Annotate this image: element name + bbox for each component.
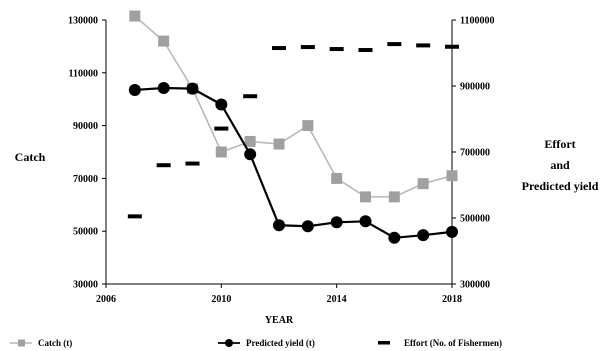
y-tick-label: 130000: [68, 16, 98, 27]
y2-axis-title-line: Effort: [544, 137, 575, 151]
legend: Catch (t) Predicted yield (t) Effort (No. …: [10, 338, 502, 348]
data-point-dash: [272, 46, 286, 51]
data-point-square: [446, 170, 458, 182]
y2-tick-label: 900000: [460, 82, 490, 93]
data-point-circle: [359, 215, 372, 228]
data-point-circle: [301, 220, 314, 233]
series-layer: [127, 10, 459, 244]
y2-axis-title-line: and: [550, 158, 570, 172]
data-point-circle: [388, 231, 401, 244]
data-point-circle: [273, 219, 285, 232]
y2-axis-title-line: Predicted yield: [522, 179, 599, 193]
data-point-dash: [358, 48, 373, 53]
y2-tick-label: 700000: [460, 148, 490, 159]
data-point-circle: [128, 83, 141, 96]
data-point-dash: [416, 43, 431, 48]
legend-label: Catch (t): [38, 338, 72, 348]
data-point-square: [417, 178, 429, 190]
series-line: [134, 15, 453, 198]
data-point-dash: [329, 47, 344, 52]
legend-item-0: Catch (t): [10, 338, 72, 348]
series-2: [127, 42, 459, 219]
x-tick-label: 2018: [442, 294, 462, 305]
data-point-square: [360, 191, 371, 203]
series-line: [134, 86, 453, 239]
data-point-dash: [156, 163, 171, 168]
data-point-square: [331, 172, 343, 184]
data-point-square: [129, 10, 141, 22]
x-tick-label: 2006: [96, 294, 116, 305]
y-tick-label: 90000: [73, 121, 98, 132]
series-1: [128, 81, 458, 244]
legend-label: Effort (No. of Fishermen): [404, 338, 502, 348]
data-point-square: [158, 35, 170, 47]
x-axis-title: YEAR: [265, 315, 294, 326]
data-point-dash: [445, 44, 459, 49]
y-tick-label: 30000: [73, 280, 98, 291]
data-point-square: [302, 120, 314, 132]
data-point-square: [244, 135, 256, 147]
y-axis-title: Catch: [15, 150, 46, 164]
y2-tick-label: 1100000: [460, 16, 494, 27]
y-tick-label: 50000: [73, 227, 98, 238]
legend-marker-dash: [378, 341, 390, 345]
data-point-square: [388, 191, 400, 203]
data-point-circle: [446, 225, 458, 238]
data-point-circle: [186, 82, 199, 95]
legend-item-1: Predicted yield (t): [218, 338, 315, 348]
data-point-circle: [330, 216, 343, 229]
data-point-circle: [244, 148, 257, 161]
data-point-dash: [300, 45, 315, 50]
axes: 30000 50000 70000 90000 110000 130000 300000 50…: [15, 16, 599, 327]
legend-label: Predicted yield (t): [246, 338, 315, 348]
data-point-dash: [387, 42, 402, 47]
y2-tick-label: 500000: [460, 214, 490, 225]
y-tick-label: 70000: [73, 174, 98, 185]
legend-marker-square: [18, 339, 25, 347]
data-point-circle: [417, 229, 430, 242]
data-point-dash: [185, 161, 200, 166]
data-point-dash: [127, 214, 142, 219]
x-tick-label: 2010: [211, 294, 231, 305]
series-0: [129, 10, 458, 203]
legend-item-2: Effort (No. of Fishermen): [378, 338, 502, 348]
y-tick-label: 110000: [69, 68, 98, 79]
data-point-circle: [157, 81, 170, 94]
y2-tick-label: 300000: [460, 280, 490, 291]
data-point-square: [273, 138, 285, 150]
data-point-dash: [214, 126, 229, 131]
data-point-square: [215, 146, 227, 158]
data-point-circle: [215, 98, 228, 111]
x-tick-label: 2014: [327, 294, 347, 305]
legend-marker-circle: [225, 339, 233, 347]
data-point-dash: [243, 94, 258, 99]
